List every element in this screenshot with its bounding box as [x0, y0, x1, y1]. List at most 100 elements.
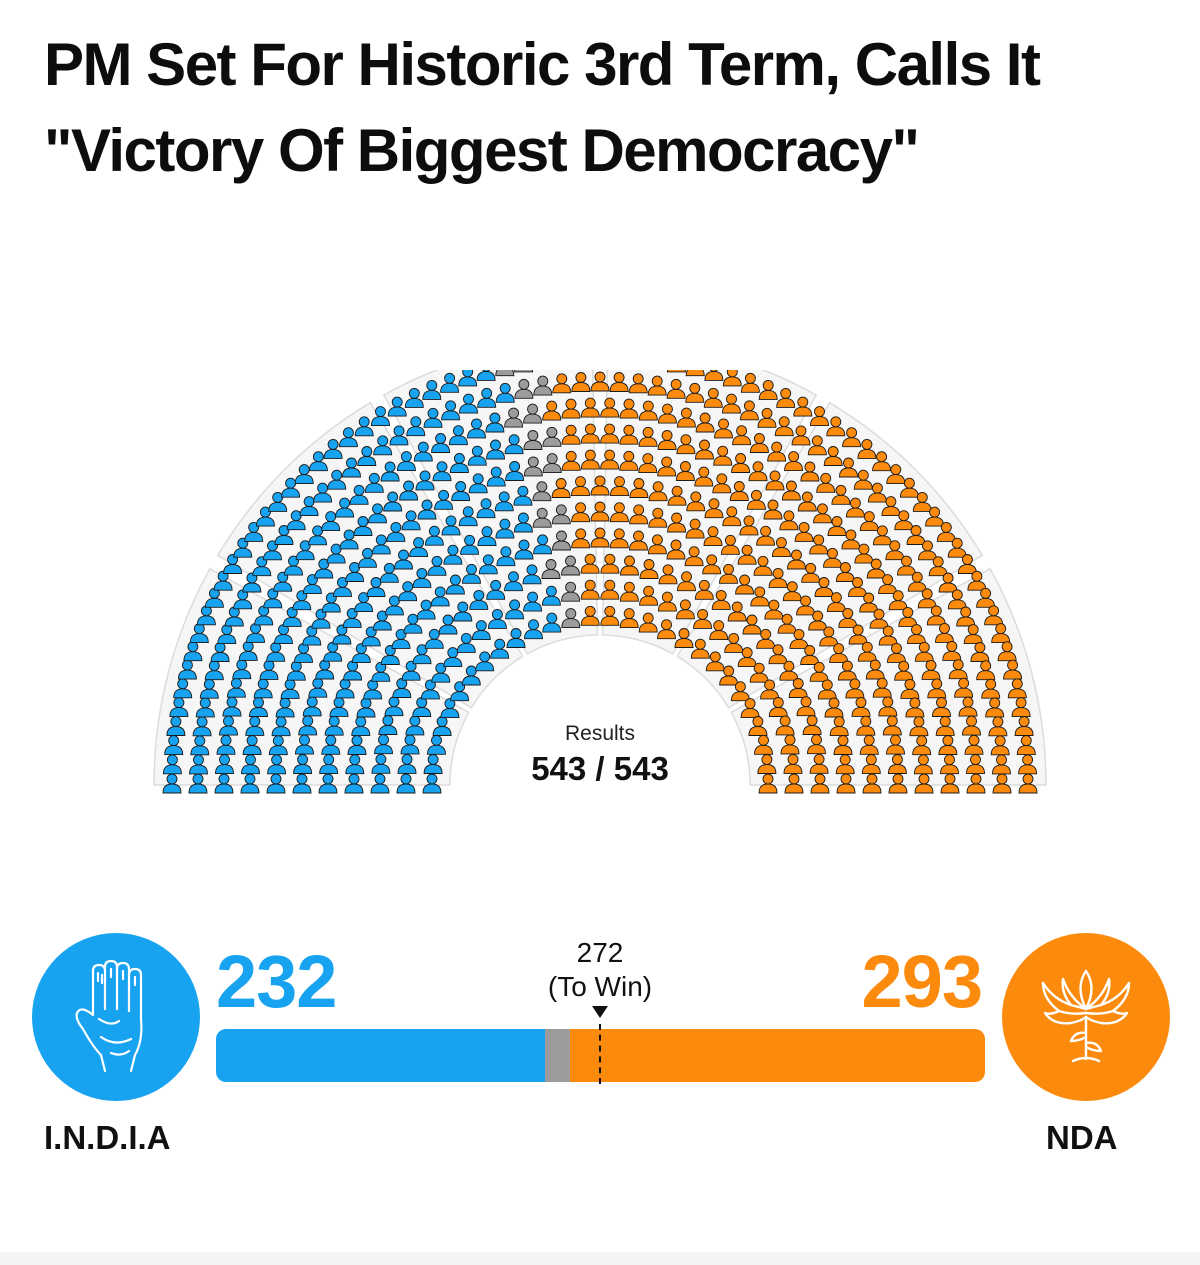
- footer-strip: [0, 1252, 1200, 1265]
- seat-mark: [862, 773, 882, 794]
- seat-mark: [371, 534, 391, 555]
- seat-mark: [386, 521, 406, 542]
- seat-mark: [835, 754, 855, 775]
- seat-mark: [808, 610, 828, 631]
- seat-mark: [793, 396, 813, 417]
- seat-mark: [657, 619, 676, 640]
- seat-mark: [453, 601, 473, 622]
- seat-mark: [816, 472, 836, 493]
- seat-mark: [638, 400, 658, 421]
- seat-mark: [794, 521, 814, 542]
- seat-mark: [551, 504, 571, 525]
- seat-mark: [469, 589, 489, 610]
- seat-mark: [456, 632, 476, 653]
- seat-mark: [789, 628, 809, 649]
- seat-mark: [675, 461, 695, 481]
- seat-mark: [423, 407, 443, 428]
- seat-mark: [513, 512, 533, 533]
- seat-mark: [1018, 754, 1038, 775]
- seat-mark: [1018, 773, 1038, 794]
- seat-mark: [490, 638, 510, 659]
- seat-mark: [371, 406, 390, 427]
- seat-mark: [647, 534, 667, 555]
- seat-mark: [215, 754, 234, 775]
- seat-mark: [495, 518, 515, 539]
- seat-mark: [327, 469, 347, 490]
- seat-mark: [387, 396, 407, 417]
- seat-mark: [274, 624, 293, 645]
- seat-mark: [166, 716, 186, 736]
- seat-mark: [857, 641, 877, 662]
- seat-mark: [343, 660, 363, 681]
- seat-mark: [471, 620, 491, 641]
- seat-mark: [722, 506, 742, 527]
- seat-mark: [412, 644, 432, 665]
- seat-mark: [523, 456, 543, 477]
- seat-mark: [703, 526, 723, 547]
- seat-mark: [580, 423, 600, 444]
- seat-mark: [321, 592, 341, 613]
- seat-mark: [748, 461, 768, 482]
- seat-mark: [542, 400, 562, 421]
- seat-mark: [914, 773, 934, 794]
- seat-mark: [523, 403, 543, 424]
- seat-mark: [431, 662, 451, 683]
- seat-mark: [609, 528, 629, 549]
- seat-mark: [244, 521, 264, 542]
- seat-mark: [878, 574, 898, 595]
- seat-mark: [371, 753, 391, 774]
- seat-mark: [580, 605, 600, 626]
- seat-mark: [657, 403, 677, 424]
- seat-mark: [739, 515, 759, 536]
- seat-mark: [997, 641, 1017, 662]
- seat-mark: [777, 613, 797, 634]
- seat-mark: [216, 734, 236, 755]
- seat-mark: [976, 587, 996, 608]
- seat-mark: [318, 773, 338, 794]
- seat-mark: [460, 534, 480, 555]
- seat-mark: [966, 773, 986, 794]
- seat-mark: [242, 735, 262, 755]
- results-count: 543 / 543: [531, 750, 669, 787]
- seat-mark: [504, 571, 523, 592]
- seat-mark: [750, 586, 770, 607]
- majority-note: (To Win): [547, 971, 653, 1002]
- seat-mark: [504, 434, 524, 455]
- seat-mark: [839, 457, 858, 478]
- seat-mark: [928, 556, 948, 577]
- seat-mark: [712, 473, 732, 494]
- seat-mark: [848, 576, 867, 597]
- seat-mark: [713, 445, 733, 466]
- seat-mark: [204, 660, 224, 681]
- seat-mark: [887, 642, 906, 663]
- seat-mark: [392, 678, 412, 698]
- seat-mark: [523, 430, 543, 450]
- seat-mark: [888, 773, 908, 794]
- seat-mark: [865, 659, 885, 680]
- seat-mark: [677, 571, 696, 592]
- seat-mark: [514, 378, 534, 399]
- seat-mark: [872, 451, 892, 472]
- seat-mark: [963, 624, 983, 645]
- seat-mark: [443, 647, 463, 668]
- seat-mark: [294, 464, 314, 485]
- seat-mark: [286, 660, 306, 681]
- others-bar-segment: [544, 1029, 571, 1082]
- seat-mark: [249, 697, 268, 717]
- seat-mark: [753, 555, 773, 576]
- seat-mark: [639, 559, 659, 579]
- seat-mark: [440, 372, 460, 393]
- seat-mark: [921, 659, 941, 680]
- seat-mark: [787, 549, 806, 570]
- seat-mark: [600, 449, 620, 470]
- seat-mark: [685, 382, 705, 403]
- seat-mark: [657, 591, 677, 612]
- seat-mark: [648, 481, 668, 502]
- seat-mark: [800, 645, 820, 665]
- seat-mark: [658, 564, 678, 585]
- seat-mark: [781, 480, 801, 501]
- seat-mark: [675, 599, 695, 620]
- seat-mark: [784, 773, 804, 794]
- seat-mark: [954, 677, 974, 698]
- seat-mark: [619, 424, 639, 445]
